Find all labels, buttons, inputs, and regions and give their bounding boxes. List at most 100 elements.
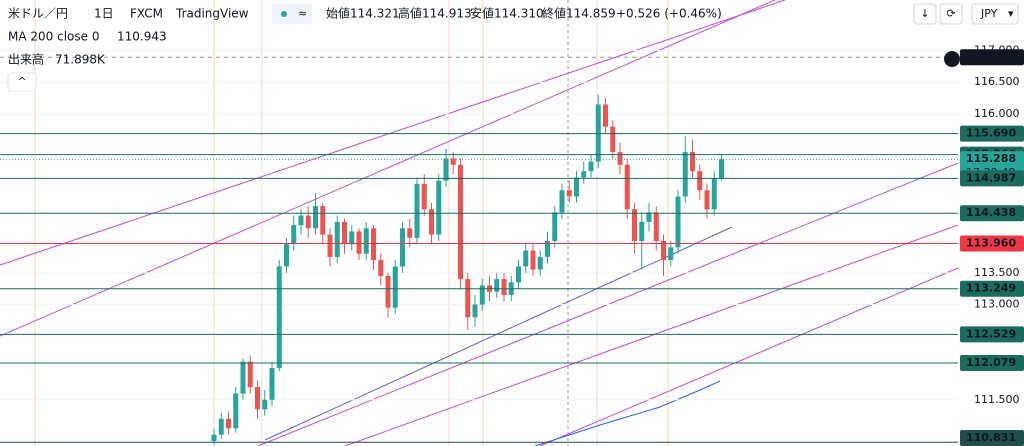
candle-body	[501, 279, 507, 295]
candle-body	[392, 266, 398, 308]
candle-body	[262, 399, 268, 410]
candle-body	[240, 361, 246, 394]
price-label: 114.987	[966, 171, 1016, 184]
candle-body	[371, 228, 376, 261]
price-label-bg	[960, 280, 1024, 297]
price-label-bg	[960, 235, 1024, 252]
price-label: 115.690	[966, 127, 1016, 140]
candle-body	[494, 279, 500, 292]
candle-body	[356, 231, 362, 254]
interval: 1日	[94, 7, 114, 21]
candle-body	[443, 158, 449, 181]
candle-body	[559, 190, 565, 213]
candle-body	[378, 260, 384, 276]
y-tick-label: 116.500	[974, 75, 1020, 88]
candle-body	[247, 361, 253, 388]
trend-line	[539, 267, 959, 446]
candle-body	[407, 228, 413, 238]
candle-body	[414, 183, 420, 238]
candle-body	[313, 206, 318, 229]
download-button[interactable]	[913, 3, 937, 25]
source: FXCM	[130, 7, 163, 21]
candle-body	[530, 250, 536, 270]
candle-body	[690, 152, 695, 172]
candle-body	[255, 387, 260, 410]
currency: JPY	[980, 7, 998, 20]
drawings	[0, 0, 959, 446]
candle-body	[697, 171, 703, 191]
candle-body	[661, 241, 666, 261]
candle-body	[574, 177, 579, 197]
ma-line	[534, 380, 721, 446]
refresh-icon: ⟳	[946, 7, 955, 20]
price-label-bg	[960, 326, 1024, 343]
price-label-bg	[960, 430, 1024, 446]
collapse-button[interactable]	[7, 72, 37, 92]
candle-body	[421, 183, 427, 210]
price-label: 116.894	[966, 50, 1016, 63]
candle-body	[276, 266, 282, 369]
indicator-value: 71.898K	[55, 53, 106, 67]
price-label-bg	[960, 49, 1024, 66]
price-label: 114.438	[966, 206, 1016, 219]
candle-body	[429, 209, 434, 235]
ohlc-label: 終値	[542, 6, 566, 21]
candle-body	[624, 164, 630, 210]
candle-body	[566, 190, 572, 197]
ohlc-value: 114.310	[494, 7, 544, 21]
candle-body	[363, 228, 369, 254]
ohlc-label: 高値	[398, 6, 422, 21]
price-label-bg	[960, 354, 1024, 371]
candle-body	[603, 104, 608, 127]
candle-body	[436, 180, 442, 235]
ohlc-value: 114.321	[350, 7, 400, 21]
candle-body	[668, 247, 674, 261]
indicator-value: 110.943	[117, 30, 167, 44]
candle-body	[342, 221, 347, 245]
price-axis	[958, 0, 1024, 446]
status-icon: ≈	[298, 7, 307, 20]
candle-body	[320, 206, 326, 235]
candle-body	[472, 304, 478, 318]
candle-body	[269, 368, 275, 400]
candle-body	[646, 212, 652, 222]
refresh-button[interactable]	[939, 3, 963, 25]
ohlc-value: 114.859	[566, 7, 616, 21]
candle-body	[458, 164, 463, 280]
currency-caret: ▾	[1008, 7, 1014, 20]
currency-button[interactable]	[971, 3, 1019, 25]
price-label: 112.529	[966, 327, 1016, 340]
trend-line	[344, 224, 959, 446]
price-label-bg	[960, 205, 1024, 222]
status-dot	[281, 11, 287, 17]
candle-body	[653, 212, 659, 242]
candle-body	[298, 215, 304, 226]
candle-body	[226, 418, 231, 429]
candle-body	[632, 209, 637, 242]
candle-body	[516, 266, 521, 283]
y-tick-label: 113.000	[974, 298, 1020, 311]
y-tick-label: 113.500	[974, 266, 1020, 279]
candle-body	[385, 275, 391, 308]
ohlc-label: 始値	[326, 6, 350, 21]
trend-line	[0, 0, 776, 337]
price-label: 110.831	[966, 431, 1016, 444]
candle-body	[479, 285, 485, 305]
candle-body	[233, 393, 239, 429]
candle-body	[537, 256, 543, 270]
toolbar: ↓ ⟳ JPY ▾ +	[913, 3, 1019, 67]
add-button[interactable]	[944, 51, 960, 67]
candle-body	[327, 234, 333, 257]
candle-body	[719, 159, 724, 179]
symbol: 米ドル／円	[8, 7, 68, 21]
indicator-name: 出来高	[8, 52, 44, 67]
ohlc-value: 114.913	[422, 7, 472, 21]
candle-body	[218, 418, 224, 435]
price-label: 113.249	[966, 282, 1016, 295]
status-badge[interactable]	[272, 4, 312, 24]
y-tick-label: 116.000	[974, 107, 1020, 120]
price-label: 115.288	[966, 152, 1016, 165]
candle-body	[682, 152, 688, 197]
candle-body	[581, 171, 587, 178]
